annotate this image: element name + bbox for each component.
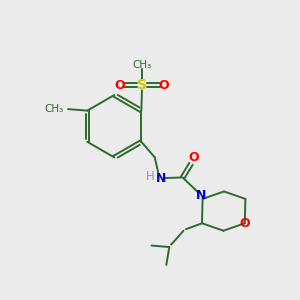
Text: CH₃: CH₃: [132, 59, 152, 70]
Text: O: O: [159, 79, 169, 92]
Text: N: N: [155, 172, 166, 184]
Text: O: O: [239, 218, 250, 230]
Text: O: O: [115, 79, 125, 92]
Text: H: H: [146, 170, 154, 183]
Text: O: O: [188, 152, 199, 164]
Text: S: S: [137, 78, 147, 92]
Text: CH₃: CH₃: [44, 104, 64, 114]
Text: N: N: [196, 189, 207, 202]
